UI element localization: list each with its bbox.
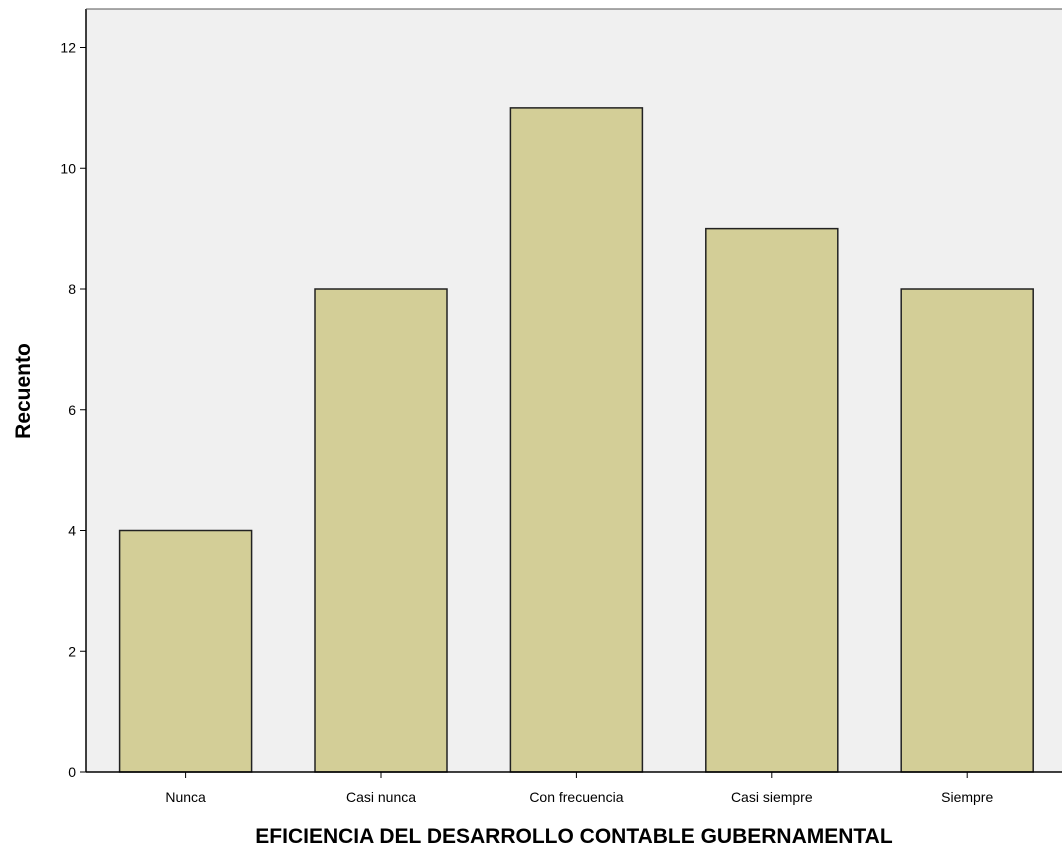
x-tick-label: Nunca: [165, 789, 206, 805]
y-tick-label: 12: [60, 40, 76, 56]
x-tick-label: Siempre: [941, 789, 993, 805]
bar-siempre: [900, 288, 1034, 773]
y-tick-label: 10: [60, 160, 76, 176]
y-tick-label: 4: [68, 523, 76, 539]
x-tick-label: Casi nunca: [346, 789, 416, 805]
bar-casi-nunca: [314, 288, 448, 773]
y-axis-title: Recuento: [12, 343, 35, 439]
y-tick-label: 6: [68, 402, 76, 418]
bar-casi-siempre: [705, 227, 839, 773]
bar-con-frecuencia: [509, 107, 644, 773]
x-tick-label: Casi siempre: [731, 789, 813, 805]
bar-nunca: [118, 529, 253, 773]
y-tick-label: 8: [68, 281, 76, 297]
y-tick-label: 0: [68, 764, 76, 780]
x-axis-title: EFICIENCIA DEL DESARROLLO CONTABLE GUBER…: [255, 825, 893, 848]
x-tick-label: Con frecuencia: [529, 789, 623, 805]
y-tick-label: 2: [68, 643, 76, 659]
